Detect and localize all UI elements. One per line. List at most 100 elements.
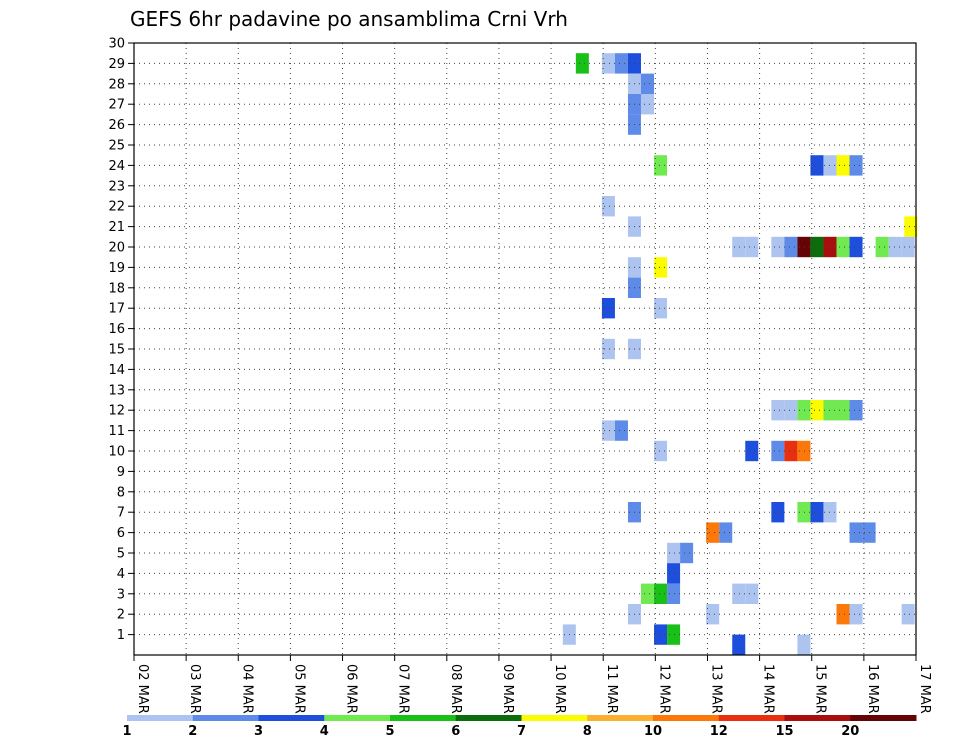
heatmap-cell	[745, 440, 759, 462]
heatmap-cell	[849, 604, 863, 625]
x-tick-label: 12 MAR	[656, 664, 671, 714]
x-tick-label: 11 MAR	[604, 664, 619, 714]
heatmap-cell	[771, 502, 785, 523]
y-tick-label: 24	[108, 159, 125, 174]
heatmap-cell	[810, 155, 824, 176]
legend-swatch	[192, 715, 259, 721]
heatmap-cell	[784, 236, 798, 258]
heatmap-cell	[601, 298, 615, 319]
legend-label: 6	[451, 724, 460, 739]
heatmap-cells	[562, 53, 918, 655]
heatmap-cell	[836, 236, 850, 258]
heatmap-cell	[810, 502, 824, 523]
heatmap-cell	[641, 73, 655, 94]
heatmap-cell	[654, 624, 668, 645]
heatmap-cell	[614, 420, 628, 441]
heatmap-cell	[745, 236, 759, 258]
heatmap-cell	[601, 338, 615, 360]
x-tick-label: 16 MAR	[865, 664, 880, 714]
heatmap-cell	[667, 583, 681, 604]
heatmap-cell	[784, 400, 798, 421]
heatmap-cell	[901, 604, 915, 625]
x-tick-label: 13 MAR	[708, 664, 723, 714]
legend-label: 10	[644, 724, 662, 739]
x-tick-label: 17 MAR	[917, 664, 932, 714]
heatmap-cell	[797, 400, 811, 421]
heatmap-cell	[654, 440, 668, 462]
heatmap-cell	[901, 236, 915, 258]
heatmap-cell	[641, 94, 655, 115]
heatmap-cell	[771, 440, 785, 462]
y-tick-label: 21	[108, 220, 125, 235]
legend-swatch	[324, 715, 391, 721]
heatmap-cell	[719, 522, 733, 543]
heatmap-cell	[784, 440, 798, 462]
y-tick-label: 6	[117, 526, 125, 541]
heatmap-cell	[667, 542, 681, 564]
legend-swatch	[718, 715, 785, 721]
legend-swatch	[850, 715, 917, 721]
y-tick-label: 2	[117, 608, 125, 623]
heatmap-cell	[654, 257, 668, 278]
legend-label: 1	[122, 724, 131, 739]
legend-label: 20	[841, 724, 859, 739]
heatmap-cell	[849, 522, 863, 543]
heatmap-cell	[641, 583, 655, 604]
legend-swatch	[455, 715, 522, 721]
y-tick-label: 19	[108, 261, 125, 276]
y-tick-label: 1	[117, 628, 125, 643]
y-tick-label: 16	[108, 322, 125, 337]
legend-swatch	[390, 715, 457, 721]
heatmap-cell	[732, 236, 746, 258]
heatmap-cell	[797, 440, 811, 462]
heatmap-cell	[667, 563, 681, 584]
heatmap-cell	[836, 155, 850, 176]
heatmap-cell	[654, 583, 668, 604]
heatmap-cell	[680, 542, 694, 564]
heatmap-cell	[836, 400, 850, 421]
heatmap-cell	[601, 196, 615, 217]
x-tick-label: 10 MAR	[552, 664, 567, 714]
x-tick-label: 08 MAR	[448, 664, 463, 714]
heatmap-cell	[797, 502, 811, 523]
legend-label: 15	[775, 724, 793, 739]
y-tick-label: 14	[108, 363, 125, 378]
x-tick-label: 02 MAR	[135, 664, 150, 714]
y-tick-label: 25	[108, 139, 125, 154]
legend-swatch	[127, 715, 194, 721]
heatmap-cell	[601, 420, 615, 441]
y-axis: 1234567891011121314151617181920212223242…	[108, 37, 134, 643]
heatmap-cell	[810, 236, 824, 258]
x-tick-label: 14 MAR	[761, 664, 776, 714]
legend-swatch	[258, 715, 325, 721]
heatmap-cell	[745, 583, 759, 604]
heatmap-cell	[706, 522, 720, 543]
y-tick-label: 7	[117, 506, 125, 521]
heatmap-cell	[797, 634, 811, 655]
y-tick-label: 3	[117, 587, 125, 602]
y-tick-label: 22	[108, 200, 125, 215]
y-tick-label: 13	[108, 383, 125, 398]
heatmap-cell	[654, 298, 668, 319]
x-tick-label: 04 MAR	[239, 664, 254, 714]
y-tick-label: 5	[117, 547, 125, 562]
heatmap-cell	[771, 400, 785, 421]
y-tick-label: 20	[108, 241, 125, 256]
x-tick-label: 09 MAR	[500, 664, 515, 714]
heatmap-cell	[732, 634, 746, 655]
y-tick-label: 15	[108, 343, 125, 358]
grid-lines	[134, 43, 916, 655]
heatmap-cell	[904, 216, 918, 237]
heatmap-cell	[888, 236, 902, 258]
legend-label: 2	[188, 724, 197, 739]
legend-label: 3	[254, 724, 263, 739]
legend-label: 4	[320, 724, 329, 739]
legend-label: 8	[583, 724, 592, 739]
y-tick-label: 9	[117, 465, 125, 480]
y-tick-label: 29	[108, 57, 125, 72]
x-axis: 02 MAR 03 MAR 04 MAR 05 MAR 06 MAR 07 MAR 08 M…	[133, 655, 932, 714]
legend-label: 12	[710, 724, 728, 739]
y-tick-label: 30	[108, 37, 125, 52]
heatmap-cell	[667, 624, 681, 645]
y-tick-label: 4	[117, 567, 125, 582]
